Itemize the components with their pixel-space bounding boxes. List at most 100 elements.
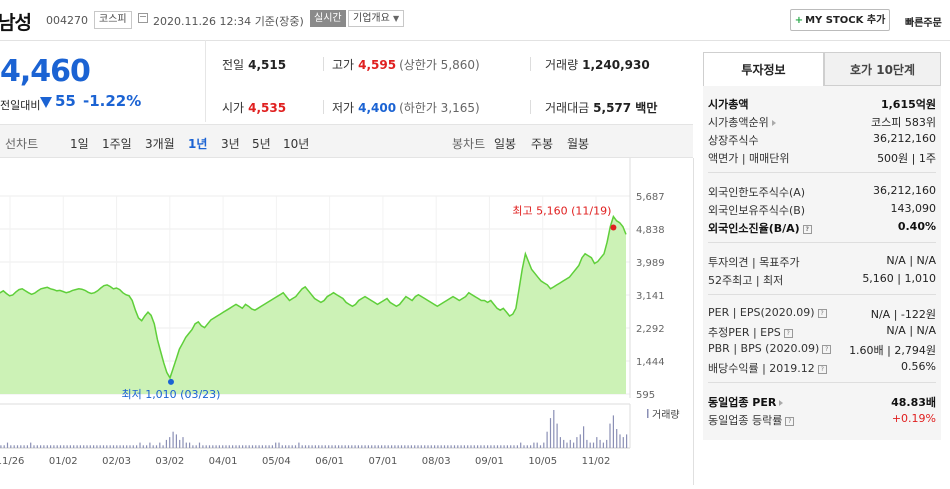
volume-bar (417, 445, 419, 448)
help-icon[interactable]: ? (802, 224, 812, 234)
volume-bar (126, 445, 128, 448)
info-row-sector-per[interactable]: 동일업종 PER 48.83배 (708, 396, 936, 409)
volume-bar (215, 445, 217, 448)
volume-bar (218, 445, 220, 448)
volume-bar (530, 445, 532, 448)
chart-period-bar: 선차트 1일 1주일 3개월 1년 3년 5년 10년 봉차트 일봉 주봉 월봉 (0, 124, 693, 158)
volume-bar (6, 442, 9, 448)
volume-bar (285, 445, 287, 448)
volume-bar (351, 445, 353, 448)
volume-bar (3, 445, 5, 448)
volume-bar (583, 426, 585, 448)
volume-bar (76, 445, 78, 448)
quick-order-link[interactable]: 빠른주문 (905, 18, 942, 29)
tab-quote-10[interactable]: 호가 10단계 (824, 52, 941, 86)
volume-bar (341, 445, 343, 448)
candle-weekly[interactable]: 주봉 (531, 137, 554, 151)
price-change: 55 (55, 92, 76, 110)
company-overview-dropdown[interactable]: 기업개요 ▼ (348, 10, 405, 27)
volume-bar (165, 439, 167, 448)
volume-bar (553, 410, 555, 448)
current-price-panel: 4,460 전일대비 55 -1.22% (0, 40, 206, 122)
stat-open: 시가 4,535 (222, 101, 287, 115)
candle-monthly[interactable]: 월봉 (567, 137, 590, 151)
tab-invest-info[interactable]: 투자정보 (703, 52, 824, 86)
arrow-right-icon (779, 400, 784, 406)
add-mystock-button[interactable]: + MY STOCK 추가 (790, 9, 890, 31)
volume-bar (543, 442, 545, 448)
volume-bar (172, 431, 174, 448)
volume-bar (400, 445, 403, 448)
volume-bar (427, 445, 429, 448)
period-1y[interactable]: 1년 (188, 137, 208, 151)
volume-bar (20, 445, 22, 448)
volume-bar (258, 445, 260, 448)
volume-bar (102, 445, 105, 448)
info-row-cap-rank[interactable]: 시가총액순위 코스피 583위 (708, 116, 936, 129)
prev-day-label: 전일대비 (0, 99, 41, 112)
volume-bar (73, 445, 75, 448)
volume-bar (30, 442, 32, 448)
stock-name: 남성 (0, 12, 32, 34)
period-1d[interactable]: 1일 (70, 137, 89, 151)
volume-bar (347, 445, 350, 448)
info-table: 시가총액 1,615억원 시가총액순위 코스피 583위 상장주식수 36,212,1… (703, 86, 941, 440)
period-3y[interactable]: 3년 (221, 137, 240, 151)
volume-bar (377, 445, 379, 448)
volume-bar (589, 442, 591, 448)
help-icon[interactable]: ? (822, 344, 832, 354)
info-row-pbr-bps: PBR | BPS (2020.09)? 1.60배 | 2,794원 (708, 342, 936, 357)
volume-bar (36, 445, 38, 448)
period-3m[interactable]: 3개월 (145, 137, 175, 151)
volume-bar (407, 445, 409, 448)
volume-bar (612, 415, 614, 448)
period-1w[interactable]: 1주일 (102, 137, 132, 151)
candle-daily[interactable]: 일봉 (494, 137, 517, 151)
help-icon[interactable]: ? (783, 328, 793, 338)
volume-bar (228, 445, 230, 448)
volume-bar (255, 445, 257, 448)
volume-bar (450, 445, 452, 448)
realtime-button[interactable]: 실시간 (310, 10, 346, 27)
volume-bar (483, 445, 485, 448)
volume-bar (149, 442, 151, 448)
volume-bar (493, 445, 495, 448)
volume-bar (232, 445, 234, 448)
volume-bar (473, 445, 475, 448)
volume-bar (50, 445, 52, 448)
volume-bar (533, 442, 535, 448)
price-area-fill (0, 216, 626, 394)
info-row-market-cap: 시가총액 1,615억원 (708, 98, 936, 111)
period-10y[interactable]: 10년 (283, 137, 310, 151)
volume-bar (616, 429, 618, 448)
volume-bar (559, 437, 561, 448)
y-tick-label: 4,838 (636, 225, 665, 236)
volume-bar (457, 445, 459, 448)
info-tabs: 투자정보 호가 10단계 (703, 52, 941, 86)
x-tick-label: 11/02 (582, 456, 611, 467)
help-icon[interactable]: ? (785, 416, 795, 426)
divider (708, 172, 936, 173)
volume-legend-swatch (647, 409, 649, 418)
volume-bar (414, 445, 416, 448)
x-tick-label: 01/02 (49, 456, 78, 467)
help-icon[interactable]: ? (817, 308, 827, 318)
volume-bar (179, 439, 181, 448)
info-row-per-eps: PER | EPS(2020.09)? N/A | -122원 (708, 306, 936, 321)
volume-bar (46, 445, 48, 448)
volume-bar (155, 445, 158, 448)
chevron-down-icon: ▼ (393, 14, 400, 23)
volume-bar (205, 445, 207, 448)
x-tick-label: 11/26 (0, 456, 24, 467)
volume-bar (304, 445, 307, 448)
x-tick-label: 07/01 (368, 456, 397, 467)
volume-bar (447, 445, 449, 448)
volume-bar (93, 445, 95, 448)
volume-bar (132, 445, 134, 448)
period-5y[interactable]: 5년 (252, 137, 271, 151)
volume-bar (437, 445, 439, 448)
volume-bar (261, 445, 263, 448)
volume-bar (142, 445, 144, 448)
help-icon[interactable]: ? (817, 364, 827, 374)
volume-bar (586, 439, 588, 448)
